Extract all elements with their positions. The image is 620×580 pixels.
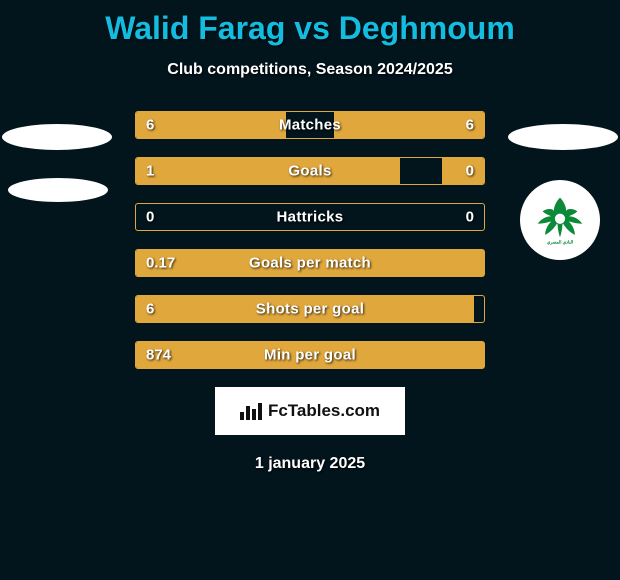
stat-label: Hattricks [277,209,344,226]
stat-value-left: 0.17 [146,255,175,272]
page-title: Walid Farag vs Deghmoum [0,0,620,47]
stat-bar-left [136,158,400,184]
stat-row: 0 Hattricks 0 [135,203,485,231]
stat-label: Min per goal [264,347,356,364]
stats-list: 6 Matches 6 1 Goals 0 0 Hattricks 0 0.17 Goals per… [135,111,485,369]
stat-value-left: 6 [146,117,154,134]
stat-label: Goals per match [249,255,371,272]
stat-row: 6 Matches 6 [135,111,485,139]
player-right-placeholder [508,124,618,150]
player-left-placeholder-1 [2,124,112,150]
stat-value-left: 0 [146,209,154,226]
stat-label: Goals [288,163,331,180]
stat-value-right: 0 [466,209,474,226]
stat-value-left: 1 [146,163,154,180]
stat-row: 1 Goals 0 [135,157,485,185]
player-left-placeholder-2 [8,178,108,202]
stat-label: Shots per goal [256,301,364,318]
date-label: 1 january 2025 [0,455,620,473]
stat-row: 0.17 Goals per match [135,249,485,277]
stat-bar-right [334,112,484,138]
subtitle: Club competitions, Season 2024/2025 [0,61,620,79]
stat-value-right: 0 [466,163,474,180]
club-badge-right: النادي المصري [520,180,600,260]
comparison-card: Walid Farag vs Deghmoum Club competition… [0,0,620,580]
stat-row: 874 Min per goal [135,341,485,369]
bars-icon [240,402,262,420]
stat-bar-left [136,112,286,138]
branding-text: FcTables.com [268,401,380,421]
stat-label: Matches [279,117,341,134]
stat-bar-right [442,158,484,184]
branding-badge: FcTables.com [215,387,405,435]
eagle-icon: النادي المصري [529,189,591,251]
stat-value-right: 6 [466,117,474,134]
stat-value-left: 874 [146,347,171,364]
stat-value-left: 6 [146,301,154,318]
stat-row: 6 Shots per goal [135,295,485,323]
